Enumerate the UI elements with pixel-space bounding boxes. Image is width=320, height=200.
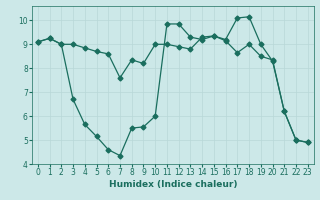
- X-axis label: Humidex (Indice chaleur): Humidex (Indice chaleur): [108, 180, 237, 189]
